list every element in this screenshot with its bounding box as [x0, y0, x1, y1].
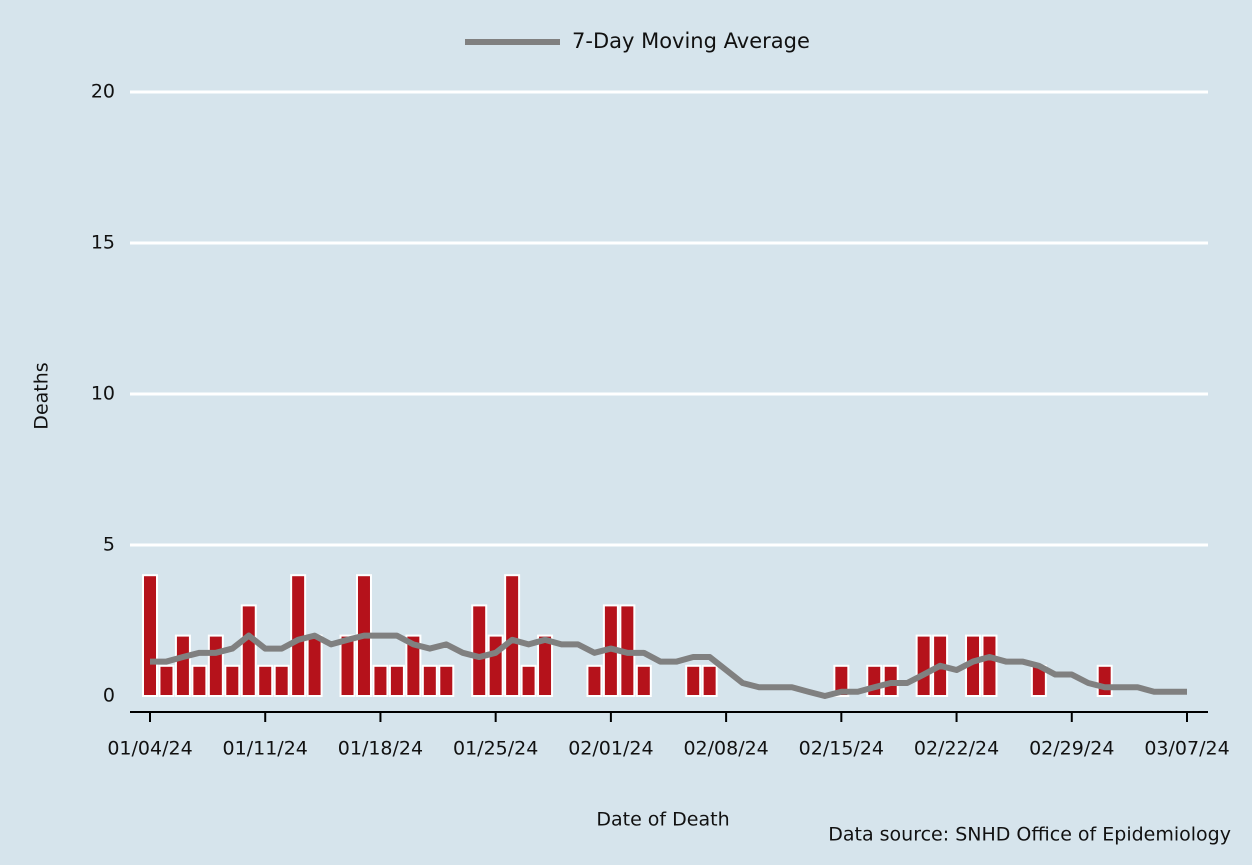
y-tick-label: 20 [91, 81, 115, 103]
x-tick-label: 02/08/24 [683, 738, 768, 760]
bar [635, 664, 652, 697]
y-tick-label: 15 [91, 232, 115, 254]
source-note: Data source: SNHD Office of Epidemiology [828, 824, 1231, 846]
y-tick-label: 10 [91, 383, 115, 405]
bar [207, 634, 224, 697]
x-axis-label: Date of Death [596, 809, 729, 831]
bar [915, 634, 932, 697]
bar [487, 634, 504, 697]
bar [372, 664, 389, 697]
bar [405, 634, 422, 697]
x-tick-label: 01/11/24 [223, 738, 308, 760]
bar [158, 664, 175, 697]
bar [701, 664, 718, 697]
x-tick-label: 01/04/24 [107, 738, 192, 760]
bar [504, 574, 521, 698]
x-tick-label: 01/18/24 [338, 738, 423, 760]
bar [981, 634, 998, 697]
bar [471, 604, 488, 698]
y-tick-label: 0 [103, 685, 115, 707]
bar [273, 664, 290, 697]
legend-label: 7-Day Moving Average [572, 29, 810, 53]
bar [191, 664, 208, 697]
bar [438, 664, 455, 697]
bar [306, 634, 323, 697]
bar [224, 664, 241, 697]
x-tick-label: 02/29/24 [1029, 738, 1114, 760]
x-tick-label: 01/25/24 [453, 738, 538, 760]
bar [388, 664, 405, 697]
bar [586, 664, 603, 697]
moving-average-line [150, 632, 1187, 699]
bar [685, 664, 702, 697]
bar [421, 664, 438, 697]
bar [537, 634, 554, 697]
x-tick-label: 03/07/24 [1144, 738, 1229, 760]
bar [142, 574, 158, 698]
y-axis-label: Deaths [31, 362, 53, 429]
bar [339, 634, 356, 697]
bar [833, 664, 850, 697]
bar [1096, 664, 1113, 697]
bar [174, 634, 191, 697]
x-tick-label: 02/15/24 [799, 738, 884, 760]
bar [240, 604, 257, 698]
bar [520, 664, 537, 697]
x-tick-label: 02/01/24 [568, 738, 653, 760]
y-tick-label: 5 [103, 534, 115, 556]
bar [257, 664, 274, 697]
x-tick-label: 02/22/24 [914, 738, 999, 760]
